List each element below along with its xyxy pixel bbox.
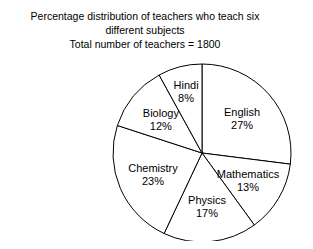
svg-text:Biology12%: Biology12% [143, 107, 180, 132]
svg-text:Physics17%: Physics17% [188, 194, 226, 219]
svg-text:Mathematics13%: Mathematics13% [217, 168, 280, 193]
svg-text:Hindi8%: Hindi8% [174, 79, 199, 104]
html-text:different subjects: different subjects [105, 24, 185, 36]
svg-text:Chemistry23%: Chemistry23% [128, 162, 178, 187]
svg-text:English27%: English27% [224, 106, 260, 131]
html-text:Total number of teachers = 180: Total number of teachers = 1800 [69, 38, 221, 50]
html-text:Percentage distribution of tea: Percentage distribution of teachers who … [30, 10, 260, 22]
